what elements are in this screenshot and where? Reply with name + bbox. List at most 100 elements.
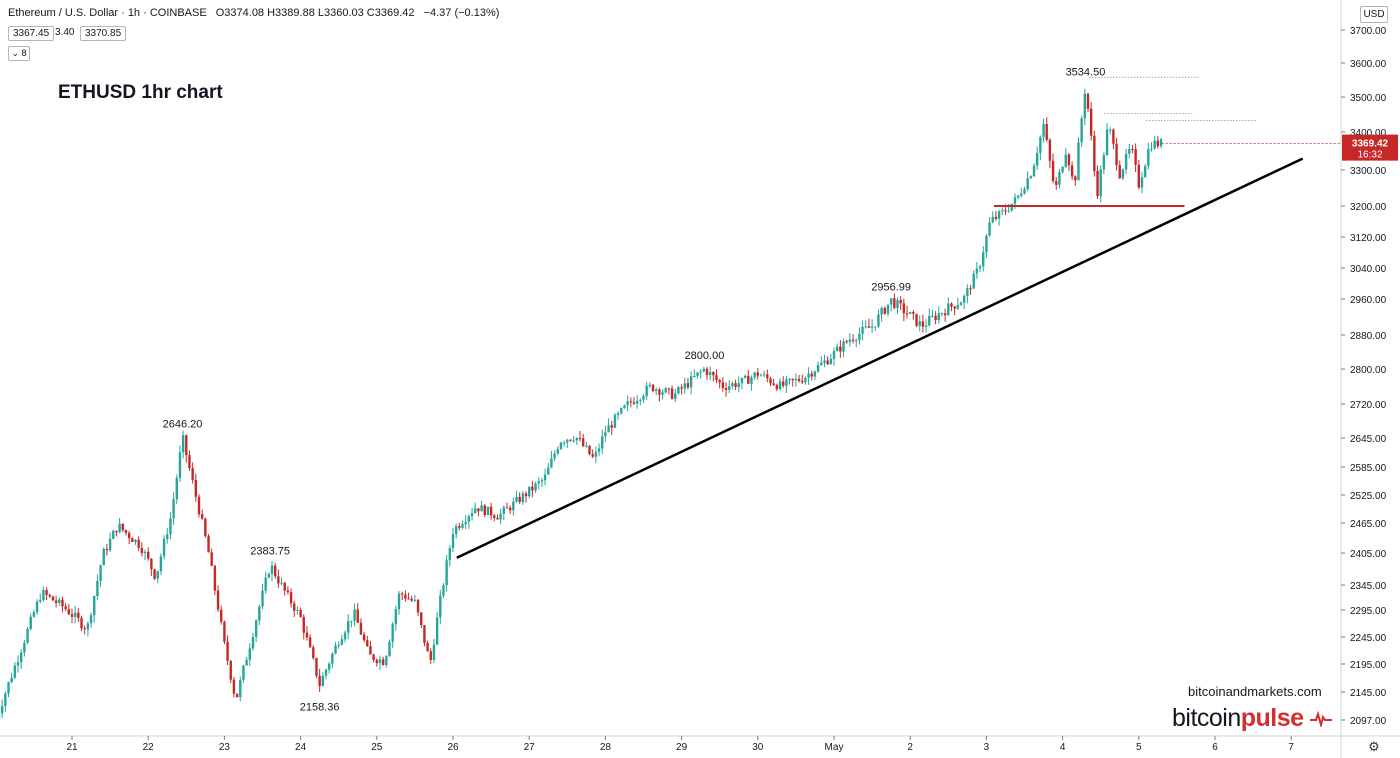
candle (423, 625, 426, 647)
candle-body (321, 675, 325, 687)
price-tick-label: 2145.00 (1350, 688, 1387, 699)
candle (813, 370, 817, 380)
time-tick-label: 23 (219, 742, 231, 753)
candle (172, 492, 175, 525)
candle-body (670, 388, 674, 399)
price-tick-label: 3040.00 (1350, 264, 1387, 275)
gear-icon[interactable]: ⚙ (1368, 739, 1380, 754)
candle (947, 297, 950, 316)
candle-body (29, 616, 32, 629)
candle-body (108, 538, 112, 551)
candle (229, 659, 232, 684)
candle (35, 599, 39, 615)
candle-body (486, 506, 490, 516)
candle-body (416, 599, 420, 613)
candle (1140, 172, 1144, 194)
candle (1051, 153, 1055, 184)
candle (353, 603, 356, 627)
candle (112, 529, 115, 540)
candle-body (940, 313, 944, 315)
candle-body (327, 663, 331, 670)
time-tick-label: 25 (371, 742, 383, 753)
candle (108, 532, 112, 552)
candle-body (823, 360, 826, 363)
candle-body (1086, 93, 1090, 109)
candle (956, 297, 960, 310)
ask-button[interactable]: 3370.85 (80, 26, 127, 41)
candle-body (64, 606, 67, 610)
candle-body (496, 517, 499, 520)
candle-body (810, 373, 813, 377)
candle (175, 474, 178, 505)
candle (886, 304, 890, 317)
candle (118, 517, 121, 534)
candle (801, 374, 804, 384)
price-annotation: 3534.50 (1066, 66, 1106, 78)
candle-body (347, 621, 350, 633)
candle (661, 389, 664, 400)
candle (1032, 163, 1036, 177)
candle-body (550, 458, 553, 468)
candle (185, 434, 188, 463)
price-tick-label: 2295.00 (1350, 606, 1387, 617)
candle (245, 657, 248, 666)
candle (756, 368, 759, 380)
price-annotation: 2646.20 (163, 418, 203, 430)
candle-body (1048, 139, 1052, 161)
candle-body (16, 662, 20, 666)
candle-body (778, 381, 782, 390)
time-tick-label: 26 (447, 742, 459, 753)
indicators-toggle[interactable]: ⌄ 8 (8, 46, 30, 61)
price-tick-label: 3700.00 (1350, 26, 1387, 37)
currency-badge[interactable]: USD (1360, 6, 1388, 23)
candle (239, 676, 242, 702)
candle (248, 643, 251, 667)
candle (502, 505, 505, 520)
candle-body (1105, 129, 1109, 156)
candle (454, 523, 458, 539)
candle-body (559, 442, 563, 450)
candle (918, 315, 921, 332)
candle-body (1102, 155, 1106, 170)
candle (1029, 175, 1033, 180)
candle-body (737, 383, 740, 388)
candle-body (543, 474, 547, 481)
symbol-header[interactable]: Ethereum / U.S. Dollar · 1h · COINBASE O… (8, 7, 505, 19)
candle (312, 644, 315, 660)
candle (264, 571, 267, 594)
candle-body (750, 377, 753, 384)
candle (823, 354, 826, 368)
candle (315, 657, 318, 679)
candle (820, 356, 823, 366)
annotation-layer: 2646.20 2383.75 2158.36 2800.00 2956.99 3534.… (163, 66, 1106, 713)
trend-line (456, 157, 1304, 559)
candle (601, 429, 604, 454)
candle-body (42, 589, 45, 600)
candle (26, 626, 29, 645)
candle (410, 595, 413, 603)
candle (45, 587, 48, 601)
symbol-title[interactable]: Ethereum / U.S. Dollar · 1h · COINBASE (8, 7, 207, 19)
candle (223, 620, 226, 645)
candle (699, 368, 702, 379)
candle (308, 634, 312, 648)
bid-button[interactable]: 3367.45 (8, 26, 55, 41)
candle-body (1099, 169, 1102, 197)
candle (832, 347, 836, 366)
candle (515, 490, 518, 504)
price-tick-label: 3200.00 (1350, 202, 1387, 213)
candle-body (883, 308, 886, 314)
candle (93, 595, 96, 623)
candle-body (912, 312, 915, 314)
candle-body (731, 383, 734, 387)
candle-body (175, 478, 178, 500)
candle-body (864, 326, 867, 328)
candle-body (505, 507, 509, 509)
candle-body (886, 304, 890, 314)
time-tick-label: 28 (600, 742, 612, 753)
candle-body (931, 315, 934, 317)
candle (797, 375, 801, 383)
